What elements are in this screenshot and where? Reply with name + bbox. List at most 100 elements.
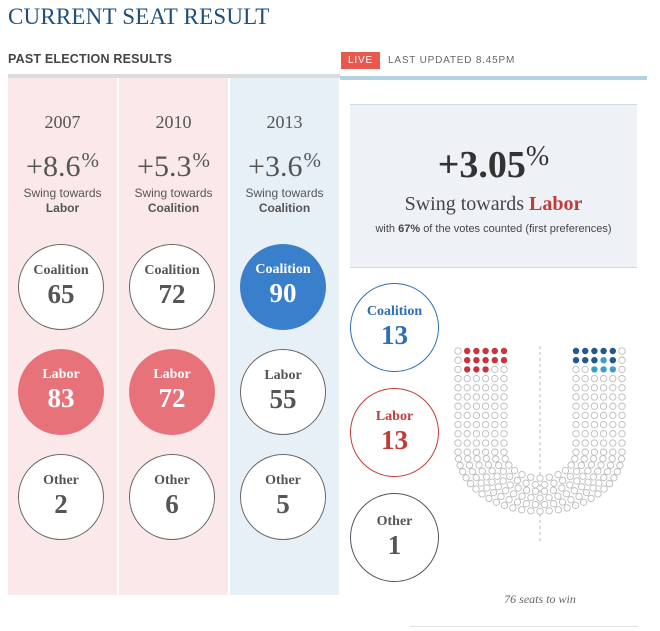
past-column-2007: 2007 +8.6% Swing towards Labor Coalition 6… — [8, 78, 117, 595]
empty-seat — [609, 420, 617, 429]
empty-seat — [549, 486, 558, 494]
empty-seat — [491, 393, 499, 401]
empty-seat — [506, 472, 514, 481]
empty-seat — [599, 402, 608, 410]
empty-seat — [463, 430, 471, 438]
coalition-seat — [600, 366, 607, 373]
empty-seat — [567, 461, 575, 469]
empty-seat — [491, 374, 499, 383]
empty-seat — [590, 430, 599, 438]
empty-seat — [478, 490, 486, 498]
current-results-divider — [340, 76, 647, 80]
empty-seat — [554, 506, 562, 514]
empty-seat — [577, 461, 585, 470]
empty-seat — [590, 374, 599, 383]
empty-seat — [590, 454, 598, 463]
coalition-seat — [600, 347, 607, 355]
empty-seat — [572, 374, 580, 383]
empty-seat — [500, 393, 508, 401]
empty-seat — [472, 384, 481, 392]
empty-seat — [488, 467, 496, 475]
empty-seat — [491, 448, 499, 456]
empty-seat — [581, 374, 589, 383]
swing-direction: Swing towards Coalition — [134, 186, 213, 215]
empty-seat — [481, 411, 490, 420]
empty-seat — [590, 411, 599, 420]
empty-seat — [536, 507, 544, 515]
empty-seat — [500, 374, 508, 383]
year-label: 2007 — [44, 112, 81, 132]
empty-seat — [579, 498, 588, 506]
empty-seat — [572, 402, 580, 410]
empty-seat — [561, 466, 570, 475]
empty-seat — [472, 430, 481, 438]
empty-seat — [589, 473, 598, 481]
empty-seat — [527, 493, 535, 502]
empty-seat — [522, 500, 531, 508]
labor-seat — [473, 366, 480, 373]
year-label: 2013 — [266, 112, 303, 132]
empty-seat — [500, 439, 508, 447]
coalition-seat — [591, 357, 598, 364]
empty-seat — [599, 384, 608, 392]
empty-seat — [509, 490, 518, 498]
empty-seat — [618, 393, 626, 401]
coalition-seat — [609, 366, 616, 373]
empty-seat — [463, 393, 471, 401]
empty-seat — [458, 468, 467, 476]
empty-seat — [481, 420, 490, 429]
empty-seat — [463, 402, 471, 410]
empty-seat — [506, 481, 514, 489]
coalition-seat — [591, 366, 598, 373]
empty-seat — [472, 485, 480, 493]
empty-seat — [481, 374, 490, 383]
empty-seat — [599, 430, 608, 438]
seat-circle-coalition: Coalition 65 — [18, 244, 104, 330]
labor-seat — [500, 347, 508, 355]
empty-seat — [464, 455, 472, 463]
empty-seat — [606, 461, 615, 469]
empty-seat — [609, 448, 617, 456]
empty-seat — [531, 480, 539, 489]
empty-seat — [454, 384, 462, 392]
empty-seat — [482, 473, 491, 481]
empty-seat — [468, 467, 476, 476]
empty-seat — [572, 467, 581, 475]
empty-seat — [454, 393, 462, 401]
labor-seat — [491, 347, 498, 355]
empty-seat — [572, 439, 580, 447]
empty-seat — [581, 402, 589, 410]
empty-seat — [594, 490, 602, 498]
empty-seat — [500, 402, 508, 410]
empty-seat — [618, 411, 626, 420]
live-badge: LIVE — [341, 52, 380, 69]
coalition-seat — [572, 357, 580, 364]
empty-seat — [599, 420, 608, 429]
empty-seat — [481, 393, 490, 401]
empty-seat — [587, 461, 596, 469]
empty-seat — [456, 461, 464, 469]
empty-seat — [514, 484, 522, 492]
seats-to-win: 76 seats to win — [504, 592, 576, 606]
empty-seat — [577, 483, 586, 491]
empty-seat — [599, 439, 608, 447]
empty-seat — [463, 420, 471, 429]
empty-seat — [491, 402, 499, 410]
past-column-2010: 2010 +5.3% Swing towards Coalition Coalit… — [119, 78, 228, 595]
empty-seat — [545, 493, 553, 502]
swing-value: +8.6% — [26, 148, 99, 183]
empty-seat — [540, 487, 549, 495]
empty-seat — [609, 430, 617, 438]
empty-seat — [500, 411, 508, 420]
empty-seat — [500, 430, 508, 438]
empty-seat — [572, 430, 580, 438]
empty-seat — [599, 374, 608, 383]
empty-seat — [531, 487, 540, 495]
empty-seat — [566, 481, 574, 489]
empty-seat — [558, 498, 567, 506]
empty-seat — [590, 448, 599, 456]
current-swing-value: +3.05% — [437, 141, 550, 186]
empty-seat — [594, 467, 602, 475]
empty-seat — [600, 485, 608, 493]
seat-circle-other: Other 5 — [240, 454, 326, 540]
